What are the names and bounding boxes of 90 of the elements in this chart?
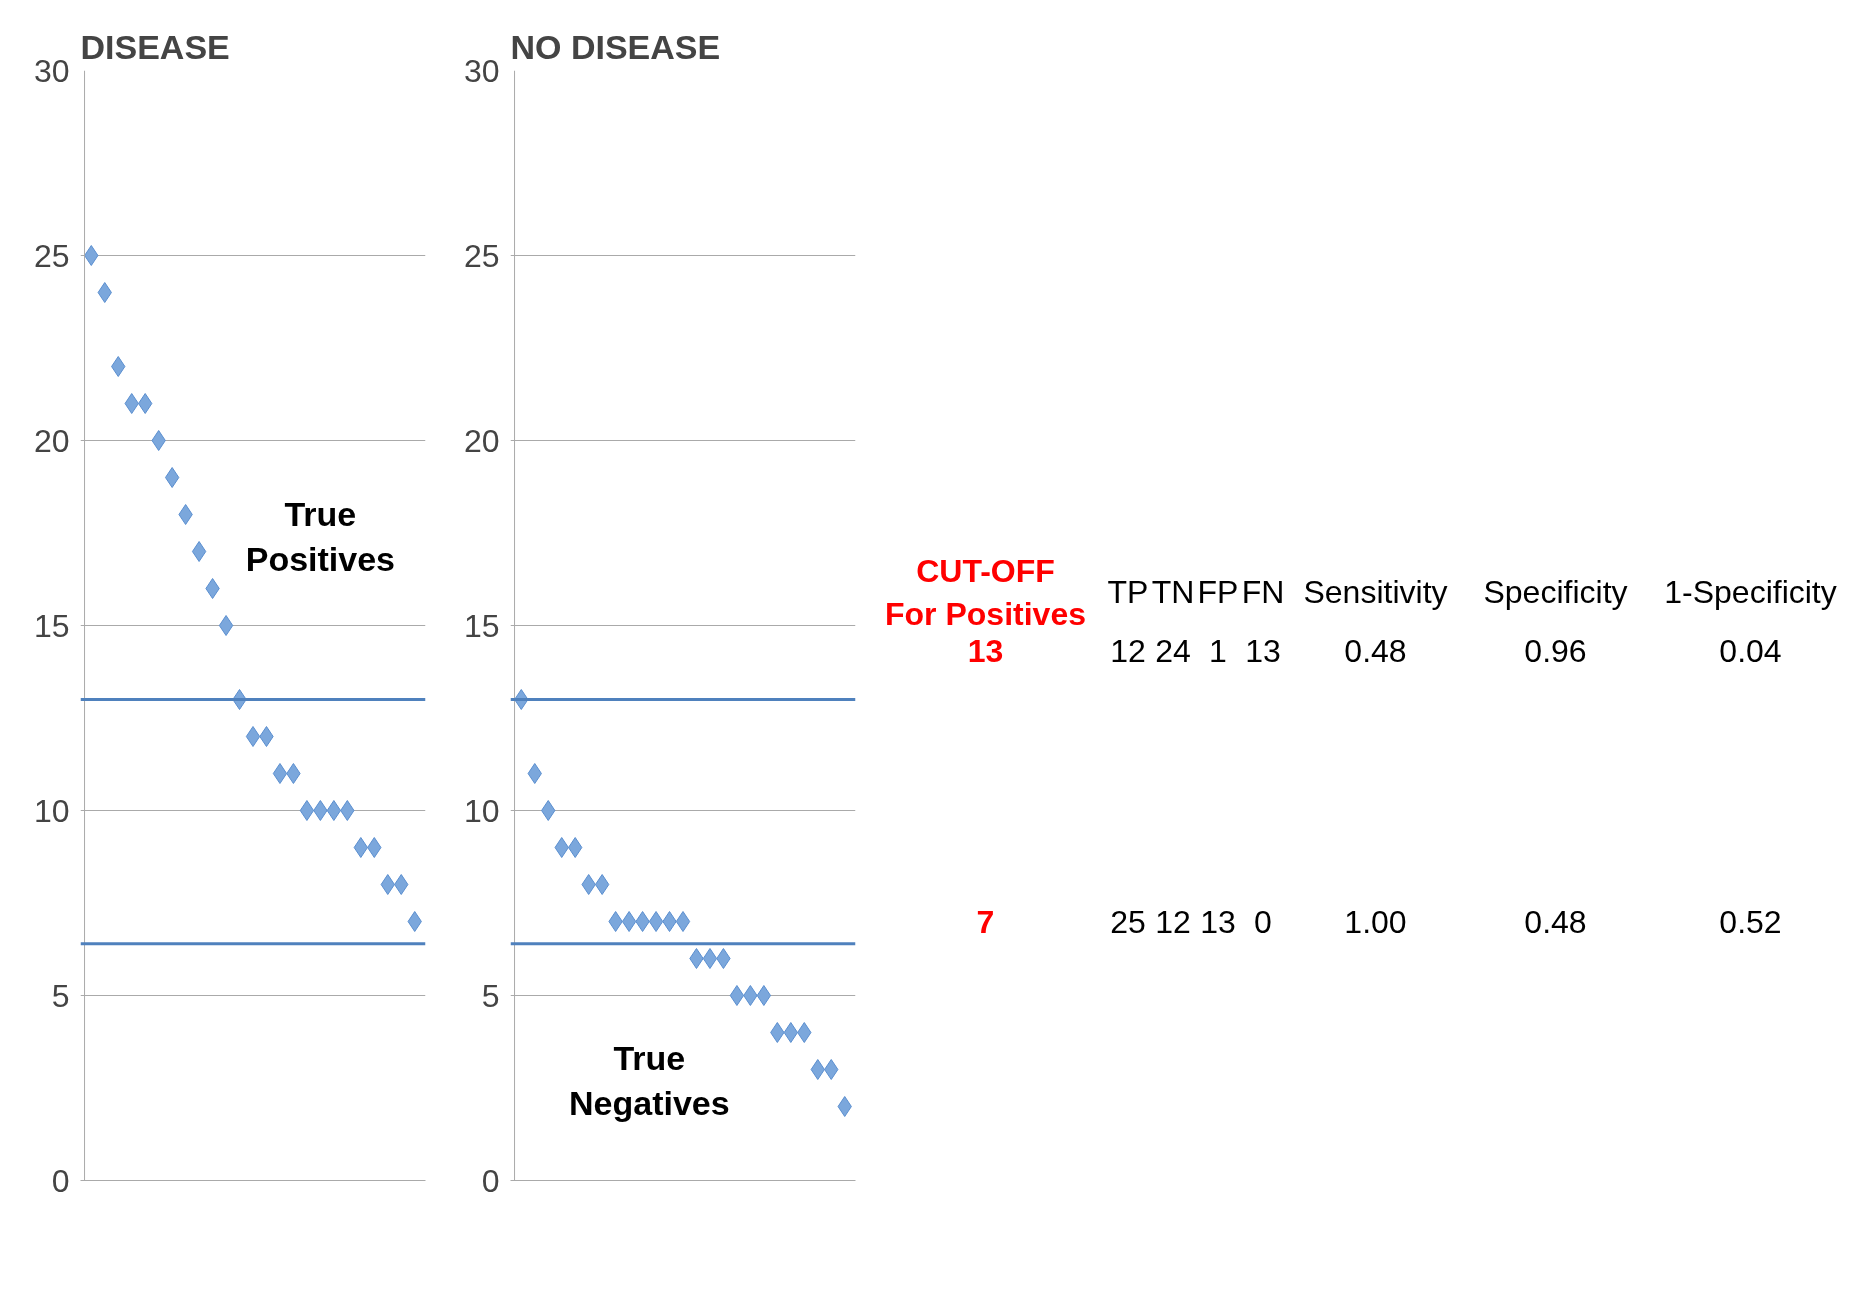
category-label: TN — [1151, 574, 1195, 611]
point — [810, 1059, 825, 1080]
category-label: Sensitivity — [1303, 574, 1448, 611]
text: 13 — [967, 633, 1004, 670]
y-tick-label: 5 — [51, 977, 70, 1014]
y-tick-label: 25 — [33, 237, 70, 274]
point — [367, 837, 382, 858]
y-tick-label: 5 — [481, 977, 500, 1014]
y-tick-label: 20 — [33, 422, 70, 459]
y-tick-label: 20 — [463, 422, 500, 459]
text: 0.48 — [1344, 633, 1407, 670]
text: 1 — [1209, 633, 1227, 670]
point — [541, 800, 556, 821]
point — [218, 615, 234, 636]
point — [205, 578, 220, 599]
point — [138, 393, 153, 414]
text: 7 — [976, 903, 995, 940]
point — [581, 874, 596, 895]
point — [594, 874, 610, 895]
category-label: TP — [1107, 574, 1149, 611]
point — [259, 726, 274, 747]
point — [97, 282, 112, 303]
point — [716, 948, 731, 969]
point — [151, 430, 166, 451]
point — [326, 800, 342, 821]
point — [743, 985, 758, 1006]
point — [191, 541, 207, 562]
point — [554, 837, 569, 858]
point — [313, 800, 328, 821]
text: 13 — [1200, 903, 1236, 940]
text: 24 — [1155, 633, 1191, 670]
point — [702, 948, 718, 969]
point — [164, 467, 180, 488]
point — [394, 874, 409, 895]
point — [353, 837, 368, 858]
y-tick-label: 30 — [463, 52, 500, 89]
category-label: FN — [1241, 574, 1285, 611]
point — [178, 504, 193, 525]
point — [272, 763, 288, 784]
point — [124, 393, 139, 414]
text: 0.04 — [1719, 633, 1782, 670]
point — [662, 911, 677, 932]
point — [527, 763, 542, 784]
point — [621, 911, 637, 932]
chart-title: DISEASE — [80, 27, 230, 66]
point — [824, 1059, 839, 1080]
y-tick-label: 30 — [33, 52, 70, 89]
y-tick-label: 25 — [463, 237, 500, 274]
point — [783, 1022, 798, 1043]
y-tick-label: 10 — [463, 792, 500, 829]
y-tick-label: 15 — [33, 607, 70, 644]
point — [648, 911, 664, 932]
text: 12 — [1155, 903, 1191, 940]
text: 0.96 — [1524, 633, 1587, 670]
point — [756, 985, 772, 1006]
point — [608, 911, 623, 932]
text: 25 — [1110, 903, 1146, 940]
point — [568, 837, 583, 858]
point — [111, 356, 126, 377]
point — [380, 874, 395, 895]
text: 1.00 — [1344, 903, 1407, 940]
text: 0.48 — [1524, 903, 1587, 940]
point — [797, 1022, 812, 1043]
point — [635, 911, 650, 932]
point — [407, 911, 422, 932]
text: 0 — [1254, 903, 1272, 940]
point — [770, 1022, 785, 1043]
point — [286, 763, 301, 784]
annotation: True Negatives — [568, 1038, 730, 1123]
y-tick-label: 10 — [33, 792, 70, 829]
text: 13 — [1245, 633, 1281, 670]
text: 0.52 — [1719, 903, 1782, 940]
point — [340, 800, 355, 821]
category-label: FP — [1197, 574, 1239, 611]
point — [245, 726, 261, 747]
point — [84, 245, 99, 266]
text: 12 — [1110, 633, 1146, 670]
annotation: True Positives — [245, 494, 396, 579]
y-tick-label: 0 — [51, 1162, 70, 1199]
point — [675, 911, 691, 932]
point — [689, 948, 704, 969]
point — [299, 800, 315, 821]
y-tick-label: 15 — [463, 607, 500, 644]
y-tick-label: 0 — [481, 1162, 500, 1199]
point — [729, 985, 745, 1006]
chart-title: NO DISEASE — [510, 27, 721, 66]
category-label: CUT-OFF For Positives — [885, 552, 1086, 632]
category-label: Specificity — [1483, 574, 1628, 611]
category-label: 1-Specificity — [1664, 574, 1837, 611]
point — [837, 1096, 852, 1117]
